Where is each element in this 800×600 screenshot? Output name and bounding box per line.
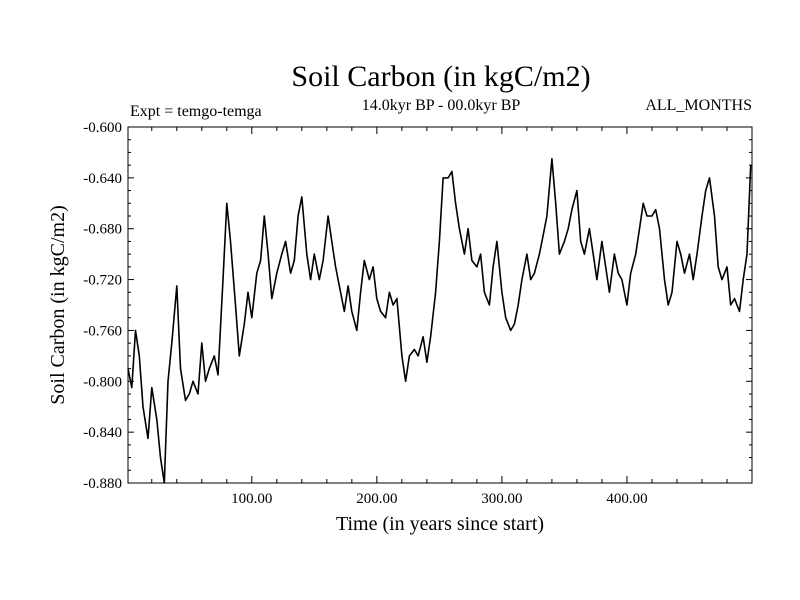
y-tick-label: -0.800 (83, 374, 122, 390)
ticks-layer: -0.600 -0.640 -0.680 -0.720 -0.760 -0.800 -0.8… (83, 120, 752, 507)
y-tick-label: -0.880 (83, 476, 122, 492)
y-axis-label: Soil Carbon (in kgC/m2) (47, 205, 69, 404)
x-tick-label: 100.00 (231, 491, 272, 507)
plot-frame (127, 126, 753, 484)
y-tick-label: -0.840 (83, 425, 122, 441)
y-tick-label: -0.760 (83, 323, 122, 339)
x-tick-label: 300.00 (481, 491, 522, 507)
series-line-soil-carbon (127, 158, 752, 484)
y-tick-label: -0.640 (83, 171, 122, 187)
y-tick-label: -0.680 (83, 222, 122, 238)
chart-title: Soil Carbon (in kgC/m2) (291, 60, 590, 93)
x-tick-label: 400.00 (606, 491, 647, 507)
series-layer (127, 158, 752, 484)
y-tick-label: -0.720 (83, 273, 122, 289)
chart-left-note: Expt = temgo-temga (130, 103, 262, 120)
x-tick-label: 200.00 (356, 491, 397, 507)
x-axis-label: Time (in years since start) (336, 513, 544, 535)
y-tick-label: -0.600 (83, 120, 122, 136)
chart-subtitle: 14.0kyr BP - 00.0kyr BP (362, 97, 521, 114)
chart-right-note: ALL_MONTHS (645, 97, 752, 114)
